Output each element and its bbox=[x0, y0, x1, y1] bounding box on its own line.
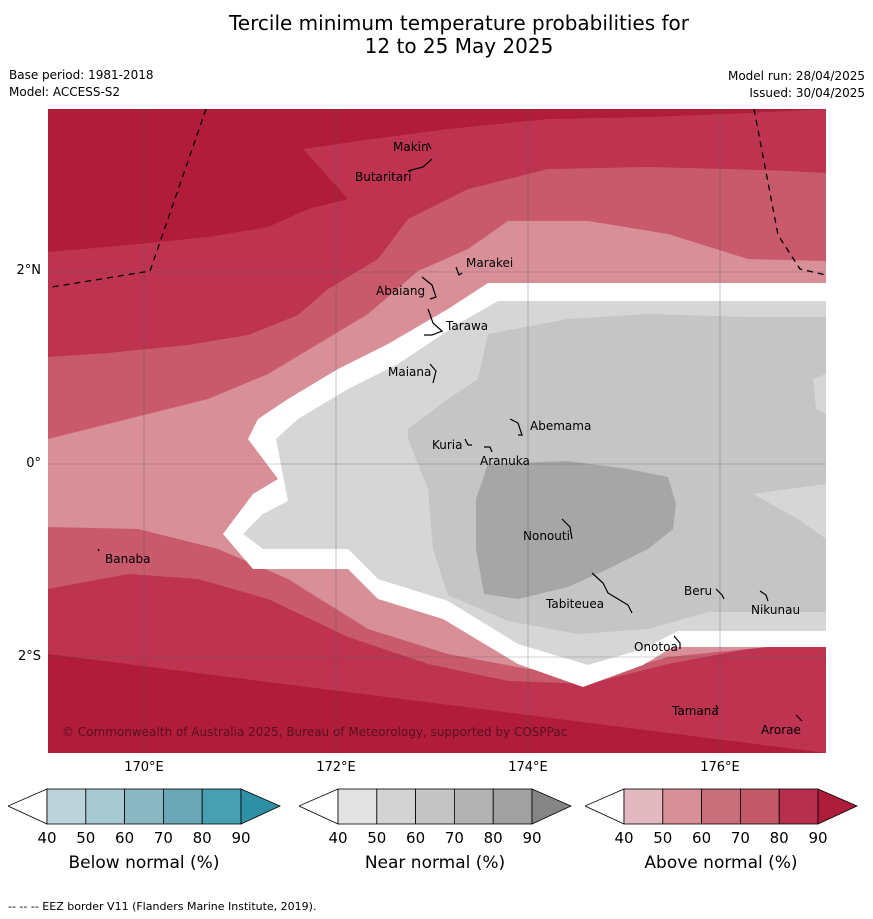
colorbar-swatch bbox=[85, 788, 126, 825]
graticule bbox=[48, 109, 826, 753]
place-label: Makin bbox=[393, 140, 429, 154]
colorbar-tick-label: 60 bbox=[115, 829, 135, 847]
islands bbox=[97, 142, 803, 722]
colorbar-extend-high bbox=[817, 788, 858, 825]
colorbar-swatch bbox=[415, 788, 455, 825]
colorbar-swatch bbox=[453, 788, 494, 825]
place-label: Abemama bbox=[530, 419, 591, 433]
title-line-2: 12 to 25 May 2025 bbox=[364, 34, 554, 58]
colorbar-tick-label: 70 bbox=[153, 829, 173, 847]
place-label: Nikunau bbox=[751, 603, 800, 617]
colorbar-title-above: Above normal (%) bbox=[644, 853, 798, 873]
place-label: Kuria bbox=[432, 438, 463, 452]
meta-right: Model run: 28/04/2025 Issued: 30/04/2025 bbox=[728, 68, 865, 102]
colorbar-tick-label: 40 bbox=[328, 829, 348, 847]
colorbar-above bbox=[585, 788, 858, 825]
colorbar-extend-high bbox=[531, 788, 572, 825]
colorbar-tick-label: 90 bbox=[522, 829, 542, 847]
place-label: Tarawa bbox=[445, 319, 488, 333]
place-label: Nonouti bbox=[523, 529, 570, 543]
colorbar-tick-label: 80 bbox=[769, 829, 789, 847]
colorbar-tick-label: 60 bbox=[692, 829, 712, 847]
region-near-60 bbox=[476, 461, 676, 599]
title-line-1: Tercile minimum temperature probabilitie… bbox=[228, 11, 690, 35]
probability-map: Makin Butaritari Marakei Abaiang Tarawa … bbox=[48, 109, 826, 753]
meta-left: Base period: 1981-2018 Model: ACCESS-S2 bbox=[9, 67, 154, 101]
colorbar-swatch bbox=[201, 788, 242, 825]
eez-border bbox=[51, 109, 826, 288]
colorbar-swatch bbox=[337, 788, 378, 825]
place-label: Butaritari bbox=[355, 170, 412, 184]
colorbar-swatch bbox=[701, 788, 741, 825]
colorbar-swatch bbox=[739, 788, 780, 825]
lon-label: 170°E bbox=[124, 760, 164, 775]
colorbar-tick-label: 70 bbox=[444, 829, 464, 847]
place-label: Arorae bbox=[761, 723, 801, 737]
colorbar-swatch bbox=[46, 788, 87, 825]
colorbar-extend-low bbox=[8, 788, 48, 825]
model-name: Model: ACCESS-S2 bbox=[9, 85, 121, 99]
place-labels: Makin Butaritari Marakei Abaiang Tarawa … bbox=[105, 140, 801, 737]
lon-label: 172°E bbox=[316, 760, 356, 775]
copyright-text: © Commonwealth of Australia 2025, Bureau… bbox=[62, 725, 567, 739]
colorbar-tick-label: 80 bbox=[192, 829, 212, 847]
chart-title: Tercile minimum temperature probabilitie… bbox=[0, 12, 873, 58]
place-label: Tamana bbox=[671, 704, 719, 718]
colorbar-swatch bbox=[162, 788, 203, 825]
colorbar-below bbox=[8, 788, 281, 825]
base-period: Base period: 1981-2018 bbox=[9, 68, 154, 82]
colorbar-tick-label: 70 bbox=[730, 829, 750, 847]
colorbar-near bbox=[299, 788, 572, 825]
colorbar-tick-label: 50 bbox=[653, 829, 673, 847]
place-label: Abaiang bbox=[376, 284, 425, 298]
colorbar-swatch bbox=[623, 788, 664, 825]
colorbar-swatch bbox=[124, 788, 164, 825]
colorbar-tick-label: 60 bbox=[406, 829, 426, 847]
colorbar-tick-label: 80 bbox=[483, 829, 503, 847]
lat-label: 2°N bbox=[16, 263, 42, 278]
colorbar-swatch bbox=[376, 788, 417, 825]
issued-date: Issued: 30/04/2025 bbox=[749, 86, 865, 100]
lon-label: 176°E bbox=[700, 760, 740, 775]
place-label: Banaba bbox=[105, 552, 151, 566]
lat-label: 0° bbox=[26, 456, 41, 471]
place-label: Tabiteuea bbox=[545, 597, 604, 611]
colorbar-extend-high bbox=[240, 788, 281, 825]
place-label: Beru bbox=[684, 584, 712, 598]
colorbar-tick-label: 50 bbox=[76, 829, 96, 847]
lat-label: 2°S bbox=[17, 649, 41, 664]
colorbar-extend-low bbox=[299, 788, 339, 825]
colorbar-swatch bbox=[492, 788, 533, 825]
colorbar-tick-label: 90 bbox=[231, 829, 251, 847]
colorbar-swatch bbox=[662, 788, 703, 825]
colorbar-title-below: Below normal (%) bbox=[68, 853, 220, 873]
place-label: Onotoa bbox=[634, 640, 678, 654]
colorbar-title-near: Near normal (%) bbox=[364, 853, 506, 873]
lon-label: 174°E bbox=[508, 760, 548, 775]
place-label: Marakei bbox=[466, 256, 513, 270]
model-run: Model run: 28/04/2025 bbox=[727, 69, 865, 83]
colorbar-tick-label: 90 bbox=[808, 829, 828, 847]
colorbar-tick-label: 40 bbox=[37, 829, 57, 847]
colorbar-tick-label: 40 bbox=[614, 829, 634, 847]
colorbar-extend-low bbox=[585, 788, 625, 825]
colorbar-tick-label: 50 bbox=[367, 829, 387, 847]
place-label: Maiana bbox=[388, 365, 431, 379]
place-label: Aranuka bbox=[480, 454, 530, 468]
eez-legend-note: -- -- -- EEZ border V11 (Flanders Marine… bbox=[8, 900, 317, 913]
colorbar-swatch bbox=[778, 788, 819, 825]
